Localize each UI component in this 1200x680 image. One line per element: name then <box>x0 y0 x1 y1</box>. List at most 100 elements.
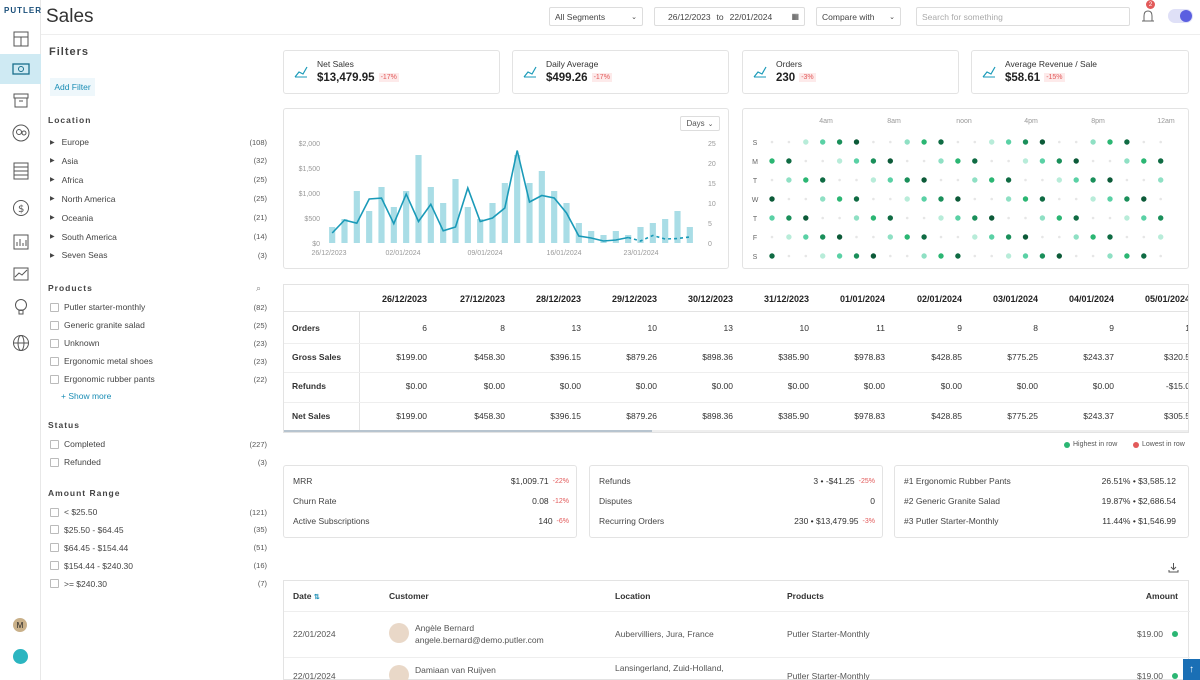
table-cell: 10 <box>799 323 809 333</box>
filter-item[interactable]: Completed (227) <box>50 437 267 451</box>
table-cell: $428.85 <box>931 352 962 362</box>
customer-name[interactable]: Damiaan van Ruijven <box>415 665 496 675</box>
checkbox[interactable] <box>50 579 59 589</box>
sales-icon[interactable] <box>0 54 41 84</box>
date-range-picker[interactable]: 26/12/2023 to 22/01/2024 ▦ <box>654 7 805 26</box>
checkbox[interactable] <box>50 338 59 348</box>
order-bar <box>366 211 373 243</box>
checkbox[interactable] <box>50 356 59 366</box>
filter-item[interactable]: ▶ South America (14) <box>50 230 267 244</box>
compare-dropdown[interactable]: Compare with ⌄ <box>816 7 901 26</box>
x-tick: 26/12/2023 <box>311 250 346 257</box>
filter-item[interactable]: ▶ Africa (25) <box>50 173 267 187</box>
add-filter-button[interactable]: Add Filter <box>50 78 95 96</box>
filter-item[interactable]: Refunded (3) <box>50 455 267 469</box>
heat-cell <box>786 234 792 240</box>
bell-icon[interactable] <box>1141 9 1155 27</box>
date-header: 04/01/2024 <box>1068 294 1114 304</box>
heat-cell <box>1107 234 1113 240</box>
insights-icon[interactable] <box>0 227 41 257</box>
filter-label: Europe <box>61 137 90 147</box>
heat-cell <box>1107 253 1113 259</box>
kpi-label: Daily Average <box>546 59 599 69</box>
products-icon[interactable] <box>0 85 41 115</box>
hour-label: noon <box>956 118 972 125</box>
heat-cell <box>1142 235 1146 239</box>
heat-cell <box>1090 196 1096 202</box>
table-scrollbar[interactable] <box>284 430 1188 432</box>
subscriptions-icon[interactable]: $ <box>0 193 41 223</box>
filter-item[interactable]: Generic granite salad (25) <box>50 318 267 332</box>
caret-right-icon: ▶ <box>50 234 55 240</box>
filter-item[interactable]: $154.44 - $240.30 (16) <box>50 559 267 573</box>
user-avatar[interactable]: M <box>13 618 27 632</box>
heat-cell <box>1124 253 1130 259</box>
heat-cell <box>836 139 843 145</box>
heat-cell <box>1108 159 1112 163</box>
heat-cell <box>1141 196 1147 202</box>
dashboard-icon[interactable] <box>0 24 41 54</box>
order-bar <box>625 235 632 243</box>
caret-right-icon: ▶ <box>50 139 55 146</box>
filter-item[interactable]: Ergonomic rubber pants (22) <box>50 372 267 386</box>
filter-count: (14) <box>253 232 267 241</box>
checkbox[interactable] <box>50 525 59 535</box>
metric-label: Recurring Orders <box>599 516 665 526</box>
show-more-link[interactable]: + Show more <box>61 391 112 401</box>
table-cell: $0.00 <box>559 381 581 391</box>
filter-item[interactable]: ▶ Europe (108) <box>50 135 267 149</box>
checkbox[interactable] <box>50 561 59 571</box>
period-dropdown[interactable]: Days ⌄ <box>680 116 720 131</box>
col-date[interactable]: Date ⇅ <box>293 591 320 601</box>
filter-item[interactable]: Ergonomic metal shoes (23) <box>50 354 267 368</box>
theme-toggle[interactable] <box>1168 9 1193 23</box>
heat-cell <box>939 235 943 239</box>
filter-item[interactable]: ▶ Seven Seas (3) <box>50 248 267 262</box>
checkbox[interactable] <box>50 439 59 449</box>
sales-line <box>331 150 629 242</box>
global-icon[interactable] <box>0 328 41 358</box>
search-input[interactable]: Search for something <box>916 7 1130 26</box>
checkbox[interactable] <box>50 543 59 553</box>
customer-name[interactable]: Angèle Bernard <box>415 623 475 633</box>
date-header: 01/01/2024 <box>839 294 885 304</box>
filter-item[interactable]: Putler starter-monthly (82) <box>50 300 267 314</box>
filter-count: (35) <box>253 525 267 535</box>
filter-item[interactable]: Unknown (23) <box>50 336 267 350</box>
filter-item[interactable]: ▶ Asia (32) <box>50 154 267 168</box>
segments-dropdown[interactable]: All Segments ⌄ <box>549 7 643 26</box>
order-bar <box>464 207 471 243</box>
metric-row: Recurring Orders 230 • $13,479.95 -3% <box>599 516 875 526</box>
heat-cell <box>904 139 910 145</box>
filter-item[interactable]: $64.45 - $154.44 (51) <box>50 541 267 555</box>
filter-item[interactable]: < $25.50 (121) <box>50 505 267 519</box>
heat-cell <box>887 158 893 164</box>
checkbox[interactable] <box>50 320 59 330</box>
filter-count: (25) <box>253 194 267 204</box>
filter-label: Oceania <box>61 212 94 223</box>
amount-section-title: Amount Range <box>48 488 121 498</box>
scroll-top-button[interactable]: ↑ <box>1183 659 1200 680</box>
assistant-bot-icon[interactable] <box>13 649 28 664</box>
checkbox[interactable] <box>50 374 59 384</box>
filter-item[interactable]: >= $240.30 (7) <box>50 577 267 591</box>
sort-icon[interactable]: ⇅ <box>313 594 320 601</box>
customers-icon[interactable] <box>0 118 41 148</box>
transactions-icon[interactable] <box>0 156 41 186</box>
col-products: Products <box>787 591 824 601</box>
scrollbar-thumb[interactable] <box>284 430 652 432</box>
search-icon[interactable]: ⌕ <box>256 283 262 293</box>
filter-item[interactable]: ▶ North America (25) <box>50 192 267 206</box>
metric-row: Churn Rate 0.08 -12% <box>293 496 569 506</box>
analytics-icon[interactable] <box>0 259 41 289</box>
compare-label: Compare with <box>822 11 875 22</box>
checkbox[interactable] <box>50 302 59 312</box>
filter-item[interactable]: ▶ Oceania (21) <box>50 211 267 225</box>
download-icon[interactable] <box>1168 562 1179 575</box>
filter-item[interactable]: $25.50 - $64.45 (35) <box>50 523 267 537</box>
checkbox[interactable] <box>50 507 59 517</box>
heat-cell <box>820 196 826 202</box>
tips-icon[interactable] <box>0 292 41 322</box>
checkbox[interactable] <box>50 457 59 467</box>
y-right-tick: 20 <box>708 161 716 168</box>
